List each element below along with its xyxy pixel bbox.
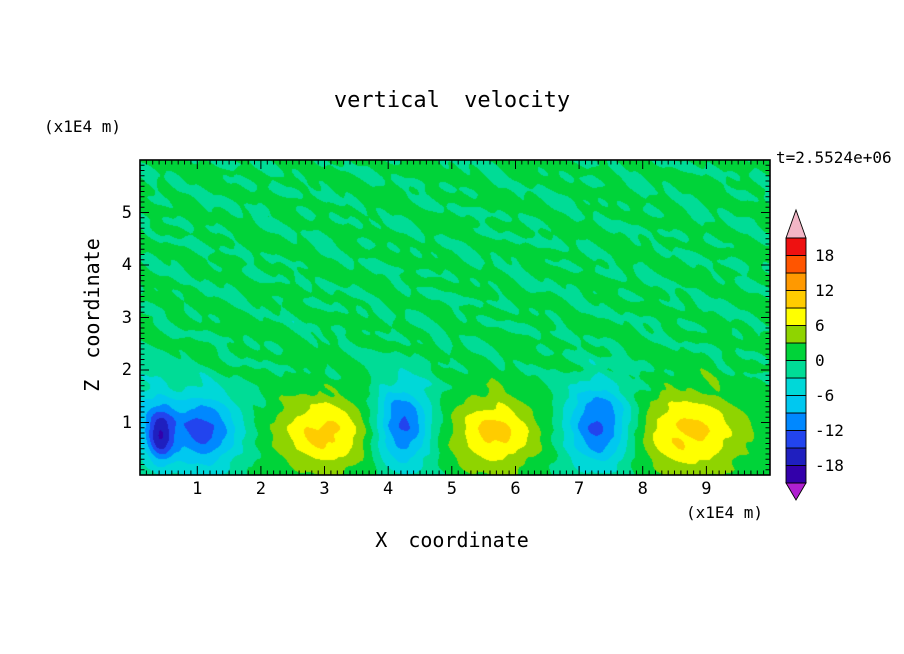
colorbar-segment [785, 272, 807, 291]
colorbar-segment [785, 377, 807, 396]
x-tick-label: 6 [510, 479, 521, 499]
x-axis-unit-label: (x1E4 m) [686, 503, 764, 522]
colorbar-segment [785, 430, 807, 449]
x-tick-label: 8 [637, 479, 648, 499]
x-tick-label: 4 [383, 479, 394, 499]
colorbar-segment [785, 307, 807, 326]
colorbar-tick-label: -18 [815, 455, 844, 475]
colorbar-segment [785, 360, 807, 379]
x-tick-label: 1 [192, 479, 203, 499]
x-tick-label: 5 [446, 479, 457, 499]
y-tick-label: 5 [121, 202, 132, 223]
x-tick-label: 3 [319, 479, 330, 499]
x-axis-label: X coordinate [375, 528, 529, 552]
axes-ticks [140, 160, 770, 475]
colorbar-under-arrow [785, 482, 807, 501]
plot-frame [139, 159, 771, 476]
y-tick-label: 3 [121, 307, 132, 328]
colorbar-tick-label: -12 [815, 420, 844, 440]
colorbar-segment [785, 465, 807, 484]
colorbar-tick-label: 6 [815, 315, 825, 335]
colorbar-segment [785, 412, 807, 431]
y-tick-label: 2 [121, 360, 132, 380]
contour-field [140, 160, 770, 475]
colorbar-tick-label: -6 [815, 385, 835, 405]
colorbar-segment [785, 237, 807, 256]
x-tick-label: 9 [701, 479, 712, 499]
colorbar-segment [785, 290, 807, 309]
time-annotation: t=2.5524e+06 [776, 148, 892, 167]
x-tick-label: 7 [573, 479, 585, 499]
colorbar-segment [785, 325, 807, 344]
colorbar-tick-label: 18 [815, 245, 835, 265]
y-tick-label: 4 [121, 255, 132, 275]
colorbar-tick-label: 0 [815, 350, 825, 370]
colorbar-tick-label: 12 [815, 280, 835, 300]
y-axis-unit-label: (x1E4 m) [44, 117, 122, 136]
colorbar-segment [785, 342, 807, 361]
colorbar-segment [785, 447, 807, 466]
x-tick-label: 2 [255, 479, 267, 499]
chart-title: vertical velocity [333, 88, 571, 113]
colorbar-segment [785, 395, 807, 414]
y-tick-label: 1 [121, 412, 132, 433]
colorbar-over-arrow [785, 208, 807, 239]
colorbar-segment [785, 255, 807, 274]
